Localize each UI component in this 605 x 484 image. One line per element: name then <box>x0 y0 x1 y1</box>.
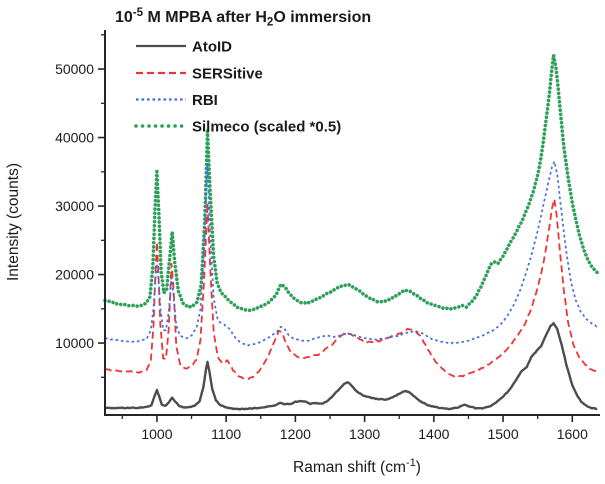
x-tick-label: 1100 <box>211 426 241 442</box>
series-line-rbi <box>104 160 598 347</box>
y-tick-label: 40000 <box>55 130 94 146</box>
x-tick-label: 1300 <box>349 426 380 442</box>
y-tick-label: 50000 <box>55 61 94 77</box>
x-tick-label: 1000 <box>141 426 172 442</box>
x-tick-label: 1500 <box>487 426 518 442</box>
y-tick-label: 10000 <box>55 335 94 351</box>
series-line-silmeco-scaled-0-5 <box>103 53 599 313</box>
x-tick-label: 1600 <box>557 426 588 442</box>
x-axis-title: Raman shift (cm-1​) <box>293 457 421 476</box>
y-axis-title: Intensity (counts) <box>5 163 22 281</box>
series-line-sersitive <box>104 198 598 381</box>
legend: AtoID SERSitive RBI Silmeco (scaled *0.5) <box>134 39 341 136</box>
chart-title: 10-5​ M MPBA after H2​O immersion <box>115 7 371 29</box>
axis-tick-labels: 1000 1100 1200 1300 1400 1500 1600 10000 20000 30… <box>55 61 588 442</box>
axes: 1000 1100 1200 1300 1400 1500 1600 10000 20000 30… <box>55 30 600 442</box>
legend-label-silmeco-scaled-0-5: Silmeco (scaled *0.5) <box>192 119 341 136</box>
legend-label-rbi: RBI <box>192 92 218 109</box>
y-tick-label: 30000 <box>55 198 94 214</box>
series-line-atoid <box>104 321 598 411</box>
y-tick-label: 20000 <box>55 267 94 283</box>
axis-ticks <box>98 34 574 422</box>
legend-label-atoid: AtoID <box>192 39 232 56</box>
spectra-curves <box>103 53 599 411</box>
x-tick-label: 1200 <box>280 426 311 442</box>
x-tick-label: 1400 <box>418 426 449 442</box>
legend-label-sersitive: SERSitive <box>192 66 263 83</box>
